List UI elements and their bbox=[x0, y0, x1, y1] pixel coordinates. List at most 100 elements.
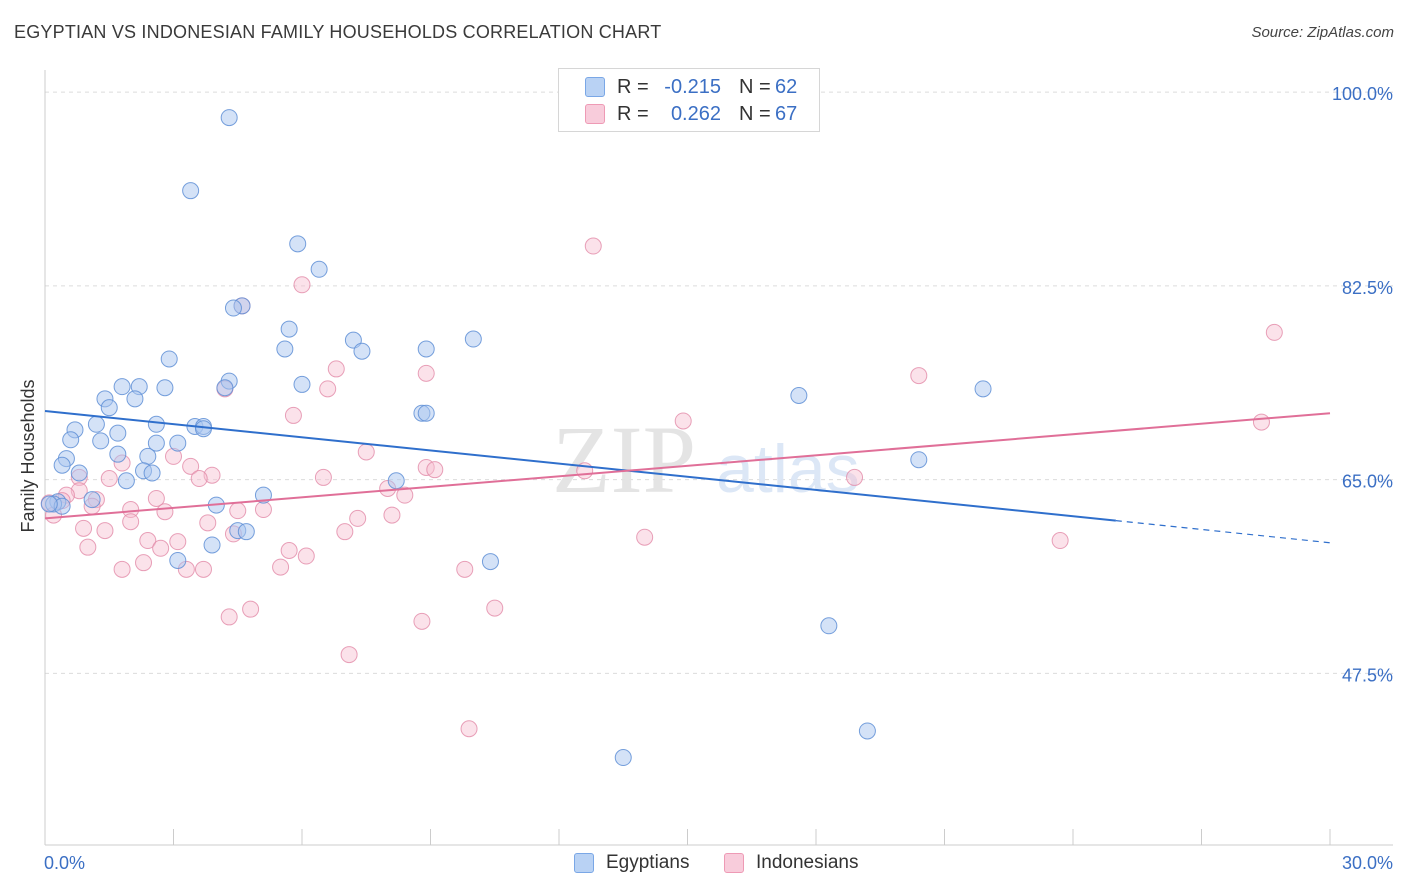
legend-row-egyptians: R = -0.215 N = 62 bbox=[559, 73, 797, 101]
indonesians-point bbox=[182, 457, 200, 475]
indonesians-point bbox=[340, 646, 358, 664]
legend-n-label: N = bbox=[739, 75, 771, 98]
egyptians-point bbox=[70, 464, 88, 482]
egyptians-point bbox=[113, 378, 131, 396]
indonesians-point bbox=[75, 519, 93, 537]
chart-title: EGYPTIAN VS INDONESIAN FAMILY HOUSEHOLDS… bbox=[14, 22, 662, 42]
indonesians-point bbox=[327, 360, 345, 378]
indonesians-point bbox=[203, 466, 221, 484]
indonesians-point bbox=[152, 539, 170, 557]
egyptians-point bbox=[83, 491, 101, 509]
bottom-legend-label-egyptians: Egyptians bbox=[606, 852, 690, 873]
indonesians-point bbox=[460, 720, 478, 738]
legend-row-indonesians: R = 0.262 N = 67 bbox=[559, 100, 797, 128]
bottom-legend-indonesians: Indonesians bbox=[724, 852, 858, 874]
egyptians-point bbox=[169, 551, 187, 569]
indonesians-point bbox=[383, 506, 401, 524]
egyptians-point bbox=[237, 523, 255, 541]
egyptians-point bbox=[62, 431, 80, 449]
bottom-legend-label-indonesians: Indonesians bbox=[756, 852, 859, 873]
watermark-atlas: atlas bbox=[716, 431, 860, 507]
egyptians-point bbox=[109, 445, 127, 463]
indonesians-point bbox=[674, 412, 692, 430]
egyptians-point bbox=[310, 260, 328, 278]
legend-swatch-egyptians bbox=[585, 77, 605, 97]
trend-lines bbox=[44, 410, 1331, 544]
egyptians-point bbox=[53, 456, 71, 474]
x-tick-label-min: 0.0% bbox=[44, 853, 85, 873]
grid-lines bbox=[45, 91, 1393, 674]
indonesians-point bbox=[122, 501, 140, 519]
indonesians-point bbox=[199, 514, 217, 532]
egyptians-point bbox=[790, 387, 808, 404]
indonesians-point bbox=[96, 522, 114, 540]
bottom-legend-swatch-indonesians bbox=[724, 853, 744, 873]
legend-n-label: N = bbox=[739, 102, 771, 125]
egyptians-point bbox=[147, 415, 165, 433]
egyptians-point bbox=[293, 375, 311, 393]
legend-swatch-indonesians bbox=[585, 104, 605, 124]
indonesians-point bbox=[293, 276, 311, 294]
egyptians-trend-line bbox=[44, 410, 1116, 522]
indonesians-point bbox=[456, 560, 474, 578]
egyptians-point bbox=[109, 424, 127, 442]
indonesians-point bbox=[122, 513, 140, 531]
bottom-legend-swatch-egyptians bbox=[574, 853, 594, 873]
egyptians-point bbox=[481, 553, 499, 571]
indonesians-point bbox=[297, 547, 315, 565]
indonesians-point bbox=[846, 468, 864, 486]
indonesians-point bbox=[190, 470, 208, 488]
egyptians-point bbox=[280, 320, 298, 338]
indonesians-point bbox=[910, 367, 928, 385]
egyptians-point bbox=[216, 379, 234, 397]
egyptians-point bbox=[464, 330, 482, 348]
indonesians-point bbox=[349, 509, 367, 527]
egyptians-point bbox=[160, 350, 178, 368]
egyptians-trend-extension bbox=[1115, 520, 1331, 544]
legend-r-value-egyptians: -0.215 bbox=[664, 75, 721, 98]
egyptians-point bbox=[417, 404, 435, 422]
indonesians-point bbox=[135, 554, 153, 572]
indonesians-point bbox=[242, 600, 260, 618]
indonesians-point bbox=[314, 468, 332, 486]
egyptians-point bbox=[143, 464, 161, 482]
egyptians-point bbox=[92, 432, 110, 450]
indonesians-point bbox=[220, 608, 238, 626]
indonesians-point bbox=[280, 542, 298, 559]
indonesians-point bbox=[254, 501, 272, 519]
indonesians-point bbox=[70, 482, 88, 500]
indonesians-point bbox=[357, 443, 375, 461]
legend-box: R = -0.215 N = 62 R = 0.262 N = 67 bbox=[558, 68, 820, 132]
egyptians-point bbox=[182, 182, 200, 200]
egyptians-point bbox=[220, 109, 238, 127]
egyptians-point bbox=[974, 380, 992, 398]
legend-n-value-indonesians: 67 bbox=[775, 102, 798, 125]
y-tick-label: 82.5% bbox=[1342, 278, 1393, 298]
indonesians-point bbox=[413, 612, 431, 630]
y-tick-label: 47.5% bbox=[1342, 665, 1393, 685]
egyptians-point bbox=[254, 486, 272, 504]
egyptians-point bbox=[169, 434, 187, 452]
indonesians-point bbox=[584, 237, 602, 255]
legend-r-label: R = bbox=[617, 75, 649, 98]
indonesians-point bbox=[156, 503, 174, 521]
egyptians-point bbox=[614, 749, 632, 767]
indonesians-point bbox=[194, 560, 212, 578]
indonesians-trend-line bbox=[44, 412, 1331, 520]
egyptians-point bbox=[203, 536, 221, 554]
source-label: Source: ZipAtlas.com bbox=[1251, 24, 1394, 41]
watermark-zip: ZIP bbox=[552, 406, 696, 513]
egyptians-point bbox=[387, 472, 405, 490]
egyptians-point bbox=[224, 299, 242, 317]
indonesians-point bbox=[417, 364, 435, 382]
indonesians-point bbox=[147, 489, 165, 507]
indonesians-point bbox=[636, 528, 654, 546]
tick-labels: 47.5% 65.0% 82.5% 100.0% 0.0% 30.0% bbox=[44, 84, 1393, 873]
x-tick-label-max: 30.0% bbox=[1342, 853, 1393, 873]
watermark: ZIP atlas bbox=[552, 406, 860, 513]
indonesians-point bbox=[396, 486, 414, 504]
indonesians-point bbox=[486, 599, 504, 617]
egyptians-point bbox=[100, 399, 118, 417]
egyptians-point bbox=[40, 495, 58, 513]
